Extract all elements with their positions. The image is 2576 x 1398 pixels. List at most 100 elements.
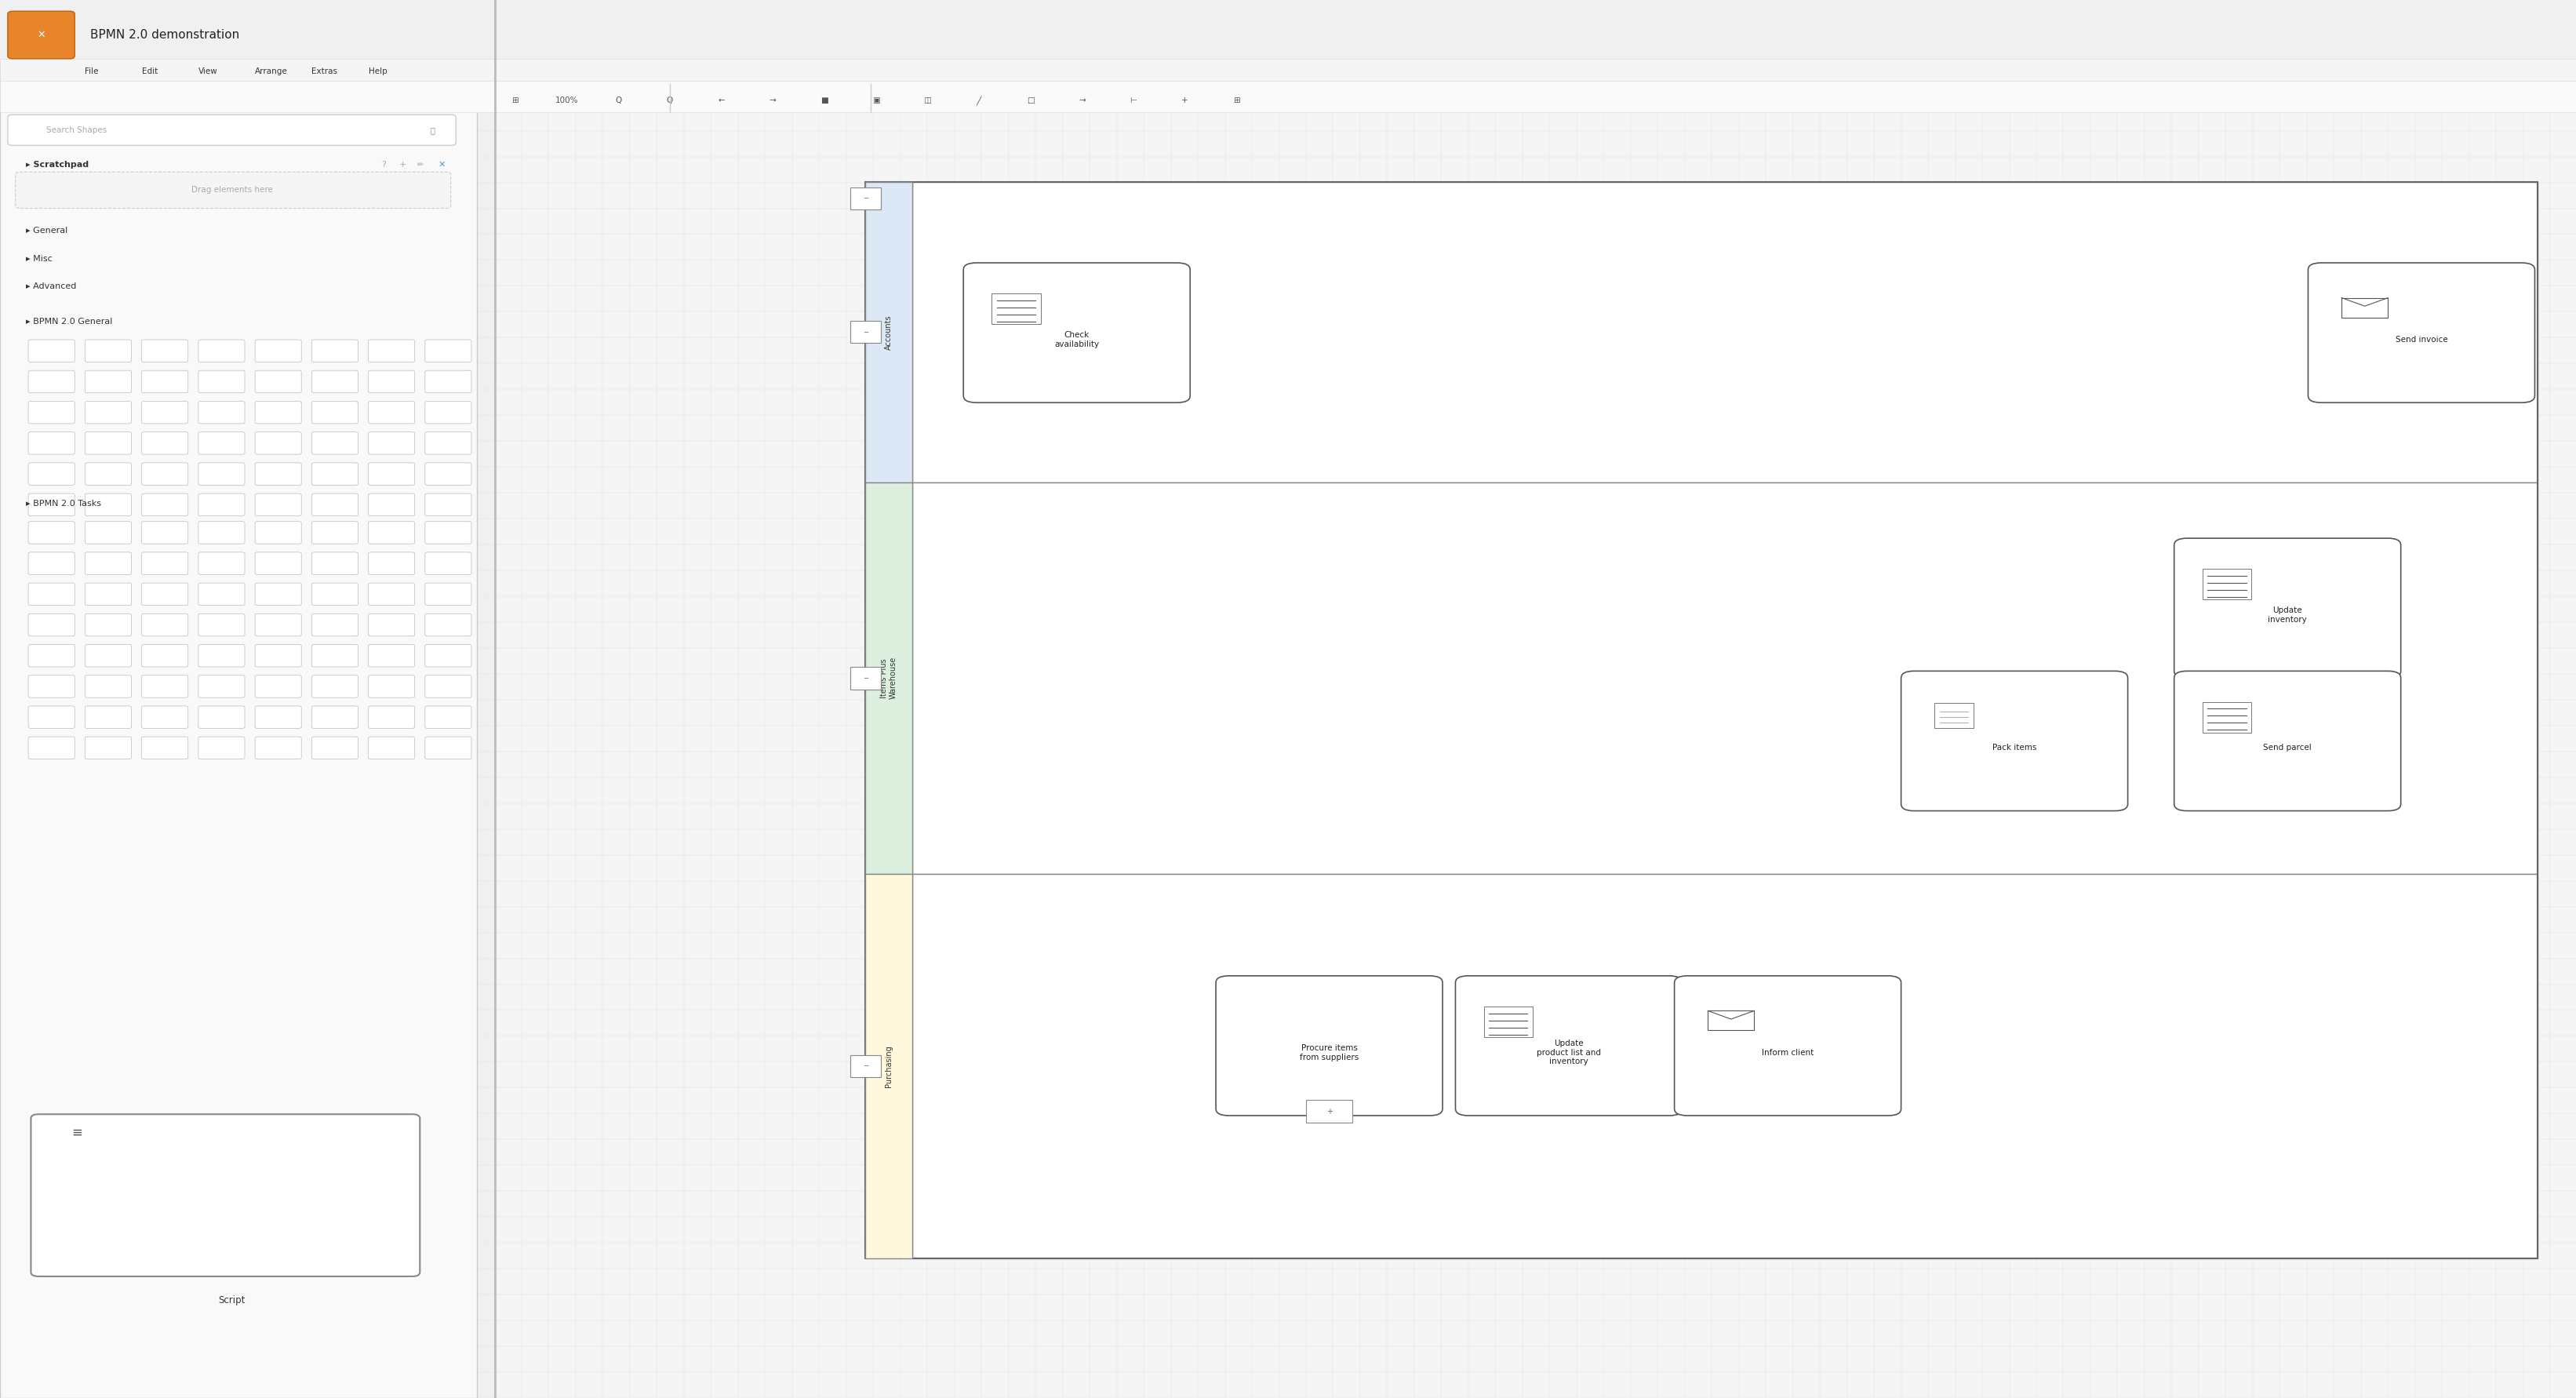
- FancyBboxPatch shape: [142, 493, 188, 516]
- FancyBboxPatch shape: [1935, 703, 1973, 728]
- Text: Purchasing: Purchasing: [884, 1044, 894, 1088]
- FancyBboxPatch shape: [255, 706, 301, 728]
- Text: Extras: Extras: [312, 67, 337, 75]
- Text: Update
product list and
inventory: Update product list and inventory: [1538, 1040, 1600, 1065]
- FancyBboxPatch shape: [255, 614, 301, 636]
- FancyBboxPatch shape: [368, 432, 415, 454]
- Text: Pack items: Pack items: [1991, 744, 2038, 752]
- Bar: [495, 0, 2576, 1398]
- FancyBboxPatch shape: [312, 737, 358, 759]
- FancyBboxPatch shape: [28, 583, 75, 605]
- FancyBboxPatch shape: [425, 583, 471, 605]
- FancyBboxPatch shape: [425, 675, 471, 698]
- FancyBboxPatch shape: [255, 401, 301, 424]
- Text: 🔍: 🔍: [430, 126, 435, 134]
- FancyBboxPatch shape: [28, 614, 75, 636]
- FancyBboxPatch shape: [1455, 976, 1682, 1116]
- Text: −: −: [863, 674, 868, 682]
- Text: ╱: ╱: [976, 96, 981, 105]
- Text: Edit: Edit: [142, 67, 157, 75]
- FancyBboxPatch shape: [255, 521, 301, 544]
- FancyBboxPatch shape: [1216, 976, 1443, 1116]
- Text: ✕: ✕: [36, 29, 46, 41]
- FancyBboxPatch shape: [28, 644, 75, 667]
- FancyBboxPatch shape: [255, 432, 301, 454]
- FancyBboxPatch shape: [2174, 538, 2401, 678]
- FancyBboxPatch shape: [255, 463, 301, 485]
- FancyBboxPatch shape: [85, 432, 131, 454]
- FancyBboxPatch shape: [85, 675, 131, 698]
- FancyBboxPatch shape: [368, 614, 415, 636]
- Text: →: →: [770, 96, 775, 105]
- Text: ▸ Scratchpad: ▸ Scratchpad: [26, 161, 88, 169]
- FancyBboxPatch shape: [425, 432, 471, 454]
- FancyBboxPatch shape: [2174, 671, 2401, 811]
- FancyBboxPatch shape: [85, 370, 131, 393]
- FancyBboxPatch shape: [425, 340, 471, 362]
- Text: ✕: ✕: [438, 161, 446, 169]
- FancyBboxPatch shape: [312, 493, 358, 516]
- FancyBboxPatch shape: [425, 401, 471, 424]
- FancyBboxPatch shape: [142, 370, 188, 393]
- FancyBboxPatch shape: [142, 675, 188, 698]
- FancyBboxPatch shape: [198, 463, 245, 485]
- Text: ?: ?: [381, 161, 386, 169]
- FancyBboxPatch shape: [1674, 976, 1901, 1116]
- FancyBboxPatch shape: [85, 552, 131, 575]
- FancyBboxPatch shape: [312, 614, 358, 636]
- Text: ⊢: ⊢: [1131, 96, 1136, 105]
- FancyBboxPatch shape: [255, 644, 301, 667]
- Bar: [866, 874, 912, 1258]
- FancyBboxPatch shape: [8, 115, 456, 145]
- FancyBboxPatch shape: [1306, 1100, 1352, 1123]
- Text: ⊞: ⊞: [1234, 96, 1239, 105]
- FancyBboxPatch shape: [15, 172, 451, 208]
- FancyBboxPatch shape: [28, 432, 75, 454]
- FancyBboxPatch shape: [368, 521, 415, 544]
- FancyBboxPatch shape: [28, 675, 75, 698]
- FancyBboxPatch shape: [28, 340, 75, 362]
- FancyBboxPatch shape: [0, 0, 477, 1398]
- Bar: [866, 182, 2537, 1258]
- Bar: [912, 874, 2537, 1258]
- FancyBboxPatch shape: [198, 493, 245, 516]
- FancyBboxPatch shape: [850, 320, 881, 343]
- FancyBboxPatch shape: [255, 552, 301, 575]
- Bar: [912, 182, 2537, 482]
- Text: ▣: ▣: [873, 96, 878, 105]
- FancyBboxPatch shape: [28, 521, 75, 544]
- Text: ▸ Advanced: ▸ Advanced: [26, 282, 77, 291]
- FancyBboxPatch shape: [198, 340, 245, 362]
- Text: −: −: [863, 329, 868, 336]
- FancyBboxPatch shape: [28, 552, 75, 575]
- FancyBboxPatch shape: [142, 552, 188, 575]
- Text: ≡: ≡: [72, 1125, 82, 1139]
- Text: ■: ■: [822, 96, 827, 105]
- FancyBboxPatch shape: [425, 370, 471, 393]
- FancyBboxPatch shape: [312, 675, 358, 698]
- FancyBboxPatch shape: [142, 340, 188, 362]
- Bar: [1484, 1007, 1533, 1037]
- FancyBboxPatch shape: [425, 521, 471, 544]
- FancyBboxPatch shape: [198, 675, 245, 698]
- FancyBboxPatch shape: [312, 370, 358, 393]
- FancyBboxPatch shape: [255, 340, 301, 362]
- Text: Inform client: Inform client: [1762, 1048, 1814, 1057]
- FancyBboxPatch shape: [850, 667, 881, 689]
- Text: +: +: [1182, 96, 1188, 105]
- Bar: [0, 81, 2576, 112]
- Text: −: −: [863, 1062, 868, 1069]
- FancyBboxPatch shape: [1901, 671, 2128, 811]
- Text: →: →: [1079, 96, 1084, 105]
- FancyBboxPatch shape: [31, 1114, 420, 1276]
- Bar: [2202, 702, 2251, 733]
- Text: Accounts: Accounts: [884, 315, 894, 350]
- Text: Script: Script: [219, 1295, 245, 1306]
- Text: 100%: 100%: [556, 96, 577, 105]
- Text: +: +: [399, 161, 407, 169]
- FancyBboxPatch shape: [312, 706, 358, 728]
- FancyBboxPatch shape: [368, 583, 415, 605]
- FancyBboxPatch shape: [142, 521, 188, 544]
- FancyBboxPatch shape: [85, 521, 131, 544]
- Text: Send parcel: Send parcel: [2264, 744, 2311, 752]
